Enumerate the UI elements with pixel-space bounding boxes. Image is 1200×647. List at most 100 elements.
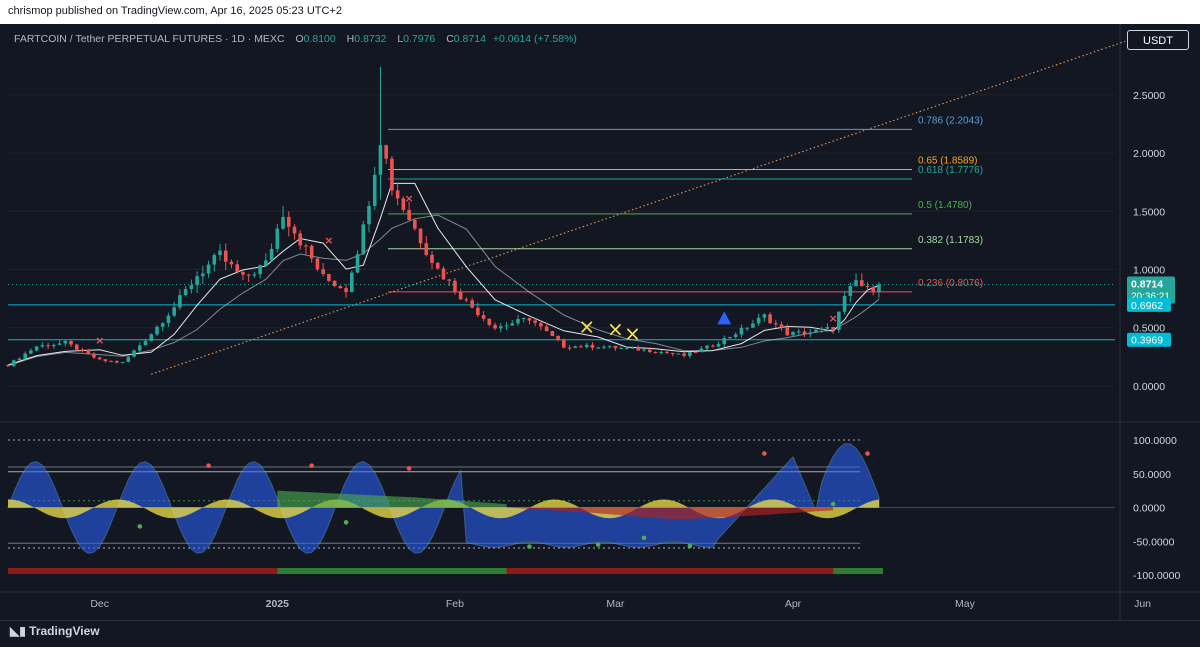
candle-body <box>487 318 492 325</box>
candle-body <box>453 280 457 292</box>
fib-level-label: 0.65 (1.8589) <box>918 156 978 167</box>
footer-bar <box>0 620 1200 647</box>
low-value: 0.7976 <box>403 33 436 45</box>
candle-body <box>814 329 818 333</box>
candle-body <box>86 350 91 354</box>
candle-body <box>705 345 709 349</box>
candle-body <box>344 288 348 293</box>
candle-body <box>218 250 222 256</box>
candle-body <box>619 347 623 349</box>
candle-body <box>435 262 440 269</box>
oscillator-signal-dot <box>527 544 532 549</box>
candle-body <box>688 352 692 356</box>
candle-body <box>223 250 228 262</box>
oscillator-signal-dot <box>206 463 211 468</box>
close-value: 0.8714 <box>453 33 486 45</box>
candle-body <box>670 352 675 354</box>
candle-body <box>481 315 486 319</box>
candle-body <box>739 327 744 335</box>
candle-body <box>573 346 578 348</box>
x-axis-tick-label: May <box>955 598 976 610</box>
candle-body <box>264 260 268 266</box>
candle-body <box>350 272 354 293</box>
candle-body <box>745 327 749 329</box>
candle-body <box>607 345 612 347</box>
candle-body <box>562 339 566 348</box>
candle-body <box>630 347 635 349</box>
last-price-value: 0.8714 <box>1131 278 1163 290</box>
candle-body <box>441 268 446 280</box>
candle-body <box>315 258 320 270</box>
candle-body <box>332 280 337 287</box>
candle-body <box>372 174 377 206</box>
oscillator-signal-dot <box>343 520 349 525</box>
candle-body <box>137 345 142 351</box>
oscillator-signal-dot <box>595 542 601 547</box>
candle-body <box>796 331 801 333</box>
trend-bar-segment <box>8 568 278 574</box>
candle-body <box>155 326 159 335</box>
candle-body <box>774 323 778 325</box>
candle-body <box>762 314 767 318</box>
candle-body <box>17 358 22 361</box>
candle-body <box>212 255 217 265</box>
candle-body <box>716 344 721 347</box>
low-label: L <box>397 33 404 45</box>
candle-body <box>768 314 772 324</box>
candle-body <box>401 198 406 211</box>
oscillator-signal-dot <box>309 463 314 468</box>
cross-marker-icon: × <box>607 317 624 341</box>
currency-button[interactable]: USDT <box>1127 30 1189 50</box>
candle-body <box>327 274 331 281</box>
candle-body <box>286 216 291 227</box>
candle-body <box>676 353 681 355</box>
trend-bar-segment <box>277 568 507 574</box>
candle-body <box>859 280 864 286</box>
cross-marker-icon: × <box>624 322 641 346</box>
candle-body <box>235 264 239 273</box>
candle-body <box>63 341 68 344</box>
last-price-badge <box>1127 276 1175 304</box>
sell-marker-icon: × <box>324 234 333 247</box>
candle-body <box>143 340 148 346</box>
candle-body <box>642 349 646 351</box>
candle-body <box>693 352 698 354</box>
candle-body <box>46 345 50 347</box>
price-chart[interactable]: Dec 2025 Feb Mar Apr May Jun 0.786 (2.2043) 0.65… <box>0 0 1200 620</box>
oscillator-axis-tick-label: -50.0000 <box>1133 536 1175 548</box>
tradingview-logo[interactable]: ◣▮ TradingView <box>10 624 100 638</box>
candle-body <box>791 331 795 336</box>
high-value: 0.8732 <box>354 33 387 45</box>
candle-body <box>183 289 188 296</box>
candle-body <box>430 254 434 263</box>
candle-body <box>246 274 251 276</box>
candle-body <box>556 335 560 340</box>
candle-body <box>854 280 858 287</box>
candle-body <box>533 320 537 323</box>
sell-marker-icon: × <box>95 334 104 347</box>
sell-marker-icon: × <box>404 192 413 205</box>
candle-body <box>40 345 45 347</box>
oscillator-axis-tick-label: -100.0000 <box>1133 570 1180 582</box>
candle-body <box>6 364 10 367</box>
x-axis-tick-label: Apr <box>785 598 802 610</box>
candle-body <box>338 286 343 289</box>
candle-body <box>97 357 102 360</box>
candle-body <box>504 325 509 327</box>
candle-body <box>69 341 73 345</box>
fib-level-label: 0.382 (1.1783) <box>918 235 983 246</box>
price-axis-tick-label: 0.5000 <box>1133 323 1165 335</box>
trend-bar-segment <box>506 568 834 574</box>
publisher-bar: chrismop published on TradingView.com, A… <box>0 0 1200 24</box>
candle-body <box>458 291 463 300</box>
candle-body <box>808 332 812 335</box>
publisher-text: chrismop published on TradingView.com, A… <box>8 5 342 17</box>
candle-body <box>877 284 881 292</box>
price-axis-tick-label: 2.5000 <box>1133 90 1165 102</box>
candle-body <box>699 348 704 353</box>
candle-body <box>825 326 830 329</box>
symbol-title[interactable]: FARTCOIN / Tether PERPETUAL FUTURES · 1D… <box>14 33 285 45</box>
candle-body <box>304 245 308 247</box>
oscillator-axis-tick-label: 0.0000 <box>1133 503 1165 515</box>
candle-body <box>298 233 303 246</box>
